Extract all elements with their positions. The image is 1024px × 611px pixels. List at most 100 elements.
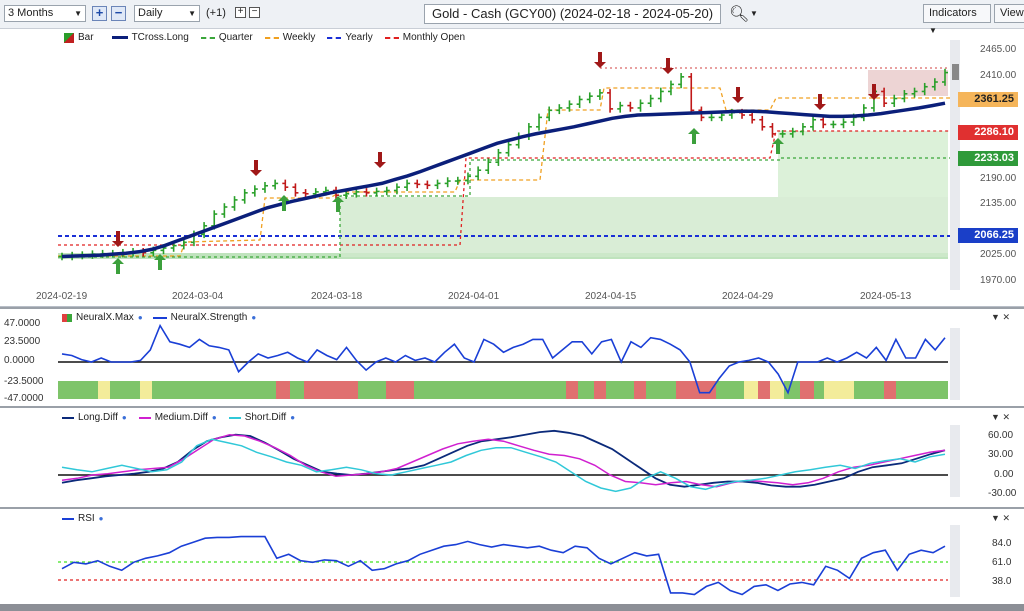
step-decrease-button[interactable]: −	[249, 7, 260, 18]
period-select-value: 3 Months	[8, 7, 54, 19]
yearly-swatch-icon	[327, 36, 342, 39]
monthly-open-price-tag: 2286.10	[958, 125, 1018, 140]
neuralx-heat-cell	[800, 381, 814, 399]
panel-menu-icon[interactable]: ▼ ✕	[991, 412, 1010, 422]
sell-arrow-icon	[868, 84, 880, 100]
diff-y-label: 0.00	[994, 469, 1014, 480]
diff-scrollbar[interactable]	[950, 425, 960, 497]
chevron-down-icon[interactable]: ▼	[750, 9, 758, 18]
panel-menu-icon[interactable]: ▼ ✕	[991, 513, 1010, 523]
x-label: 2024-04-01	[448, 291, 500, 302]
quarter-price-tag: 2233.03	[958, 151, 1018, 166]
neuralx-heat-strip	[58, 381, 948, 399]
panel-menu-icon[interactable]: ▼ ✕	[991, 312, 1010, 322]
neuralx-y-label: 23.5000	[4, 336, 41, 347]
neuralx-heat-cell	[58, 381, 98, 399]
neuralx-heat-cell	[594, 381, 606, 399]
zone-quarter	[340, 197, 948, 257]
neuralx-heat-cell	[634, 381, 646, 399]
zone-resistance	[868, 70, 948, 96]
interval-select[interactable]: Daily ▼	[134, 5, 200, 22]
status-bar	[0, 604, 1024, 611]
zoom-in-button[interactable]: +	[92, 6, 107, 21]
weekly-swatch-icon	[264, 36, 279, 39]
neuralx-heat-cell	[152, 381, 276, 399]
neuralx-heat-cell	[386, 381, 414, 399]
indicators-button[interactable]: Indicators ▼	[923, 4, 991, 35]
long-diff-swatch-icon	[62, 416, 74, 419]
quarter-swatch-icon	[200, 36, 215, 39]
legend-tcross: TCross.Long	[131, 32, 189, 43]
neuralx-scrollbar[interactable]	[950, 328, 960, 400]
step-increase-button[interactable]: +	[235, 7, 246, 18]
neuralx-heat-cell	[646, 381, 676, 399]
settings-dot-icon[interactable]: ●	[98, 514, 104, 523]
tcross-long-line	[61, 101, 946, 259]
neuralx-y-label: -47.0000	[4, 393, 44, 404]
diff-y-label: 30.00	[988, 449, 1014, 460]
signal-arrows	[112, 52, 880, 274]
neuralx-y-label: 47.0000	[4, 318, 41, 329]
settings-dot-icon[interactable]: ●	[211, 413, 217, 422]
medium-diff-swatch-icon	[138, 416, 151, 419]
sell-arrow-icon	[662, 58, 674, 74]
neuralx-heat-cell	[884, 381, 896, 399]
settings-dot-icon[interactable]: ●	[121, 413, 127, 422]
chevron-down-icon: ▼	[74, 9, 82, 18]
neuralx-heat-cell	[110, 381, 140, 399]
neuralx-y-label: 0.0000	[4, 355, 35, 366]
rsi-swatch-icon	[62, 517, 74, 520]
neuralx-heat-cell	[770, 381, 784, 399]
sell-arrow-icon	[814, 94, 826, 110]
sell-arrow-icon	[594, 52, 606, 68]
view-button[interactable]: View	[994, 4, 1024, 23]
buy-arrow-icon	[278, 195, 290, 211]
neuralx-heat-cell	[716, 381, 744, 399]
short-diff-line	[61, 438, 946, 493]
diff-y-label: -30.00	[988, 488, 1017, 499]
price-scroll-thumb[interactable]	[952, 64, 959, 80]
bar-swatch-icon	[64, 32, 74, 43]
neuralx-heat-cell	[290, 381, 304, 399]
rsi-line	[61, 535, 946, 596]
legend-yearly: Yearly	[345, 32, 373, 43]
symbol-title-field[interactable]: Gold - Cash (GCY00) (2024-02-18 - 2024-0…	[424, 4, 721, 24]
legend-short-diff: Short.Diff	[244, 412, 287, 423]
legend-monthly-open: Monthly Open	[402, 32, 466, 43]
legend-weekly: Weekly	[282, 32, 316, 43]
chevron-down-icon: ▼	[929, 26, 937, 35]
neuralx-heat-cell	[814, 381, 824, 399]
settings-dot-icon[interactable]: ●	[290, 413, 296, 422]
settings-dot-icon[interactable]: ●	[251, 313, 257, 322]
neuralx-heat-cell	[566, 381, 578, 399]
neuralx-heat-cell	[824, 381, 854, 399]
price-scrollbar[interactable]	[950, 40, 960, 290]
neuralx-heat-cell	[676, 381, 716, 399]
neuralx-strength-swatch-icon	[152, 316, 167, 319]
y-label: 2135.00	[980, 198, 1017, 209]
x-label: 2024-03-18	[311, 291, 363, 302]
sell-arrow-icon	[732, 87, 744, 103]
legend-bar: Bar	[78, 32, 94, 43]
settings-dot-icon[interactable]: ●	[137, 313, 143, 322]
neuralx-strength-line	[61, 323, 946, 395]
neuralx-max-swatch-icon	[62, 313, 72, 322]
buy-arrow-icon	[772, 138, 784, 154]
view-label: View	[1000, 7, 1024, 19]
buy-arrow-icon	[154, 254, 166, 270]
zoom-out-button[interactable]: −	[111, 6, 126, 21]
chart-toolbar: 3 Months ▼ + − Daily ▼ (+1) + − Gold - C…	[0, 0, 1024, 35]
rsi-scrollbar[interactable]	[950, 525, 960, 597]
period-select[interactable]: 3 Months ▼	[4, 5, 86, 22]
interval-select-value: Daily	[138, 7, 163, 19]
x-label: 2024-04-29	[722, 291, 774, 302]
rsi-legend: RSI ●	[62, 513, 104, 524]
neuralx-heat-cell	[578, 381, 594, 399]
neuralx-heat-cell	[784, 381, 800, 399]
search-icon[interactable]: 🔍︎	[729, 6, 750, 23]
buy-arrow-icon	[332, 196, 344, 212]
diff-y-label: 60.00	[988, 430, 1014, 441]
yearly-price-tag: 2066.25	[958, 228, 1018, 243]
sell-arrow-icon	[374, 152, 386, 168]
neuralx-y-label: -23.5000	[4, 376, 44, 387]
